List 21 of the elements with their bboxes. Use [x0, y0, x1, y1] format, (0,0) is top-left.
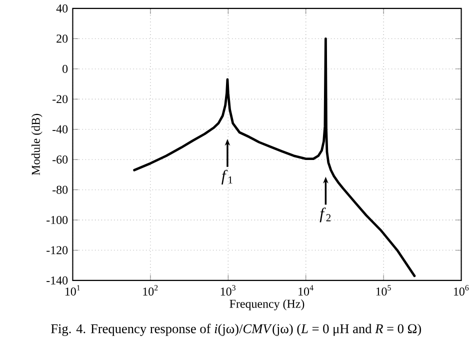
x-tick-label: 10$^{4}$ [298, 285, 314, 296]
x-tick-label: 10$^{5}$ [376, 285, 391, 296]
text: Fig. 4. Frequency response of i(jω)/CMV(jω) (L = 0 μH and R = 0 Ω) [51, 324, 422, 336]
x-tick-label: 10$^{2}$ [143, 285, 158, 296]
y-tick-label: -40 [52, 125, 68, 134]
y-tick-label: -20 [52, 94, 68, 104]
y-tick-label: -100 [46, 216, 68, 224]
annotation: f$_{2}$ [320, 207, 331, 222]
y-axis-title: Module (dB) [31, 114, 42, 176]
y-tick-label: 0 [62, 64, 68, 73]
y-tick-label: 20 [56, 34, 68, 43]
y-tick-label: -60 [52, 155, 68, 164]
x-tick-label: 10$^{1}$ [65, 285, 80, 296]
y-tick-label: -120 [46, 246, 68, 254]
x-tick-label: 10$^{3}$ [220, 285, 236, 296]
annotation: f$_{1}$ [222, 170, 232, 184]
x-tick-label: 10$^{6}$ [454, 285, 469, 296]
y-tick-label: -140 [46, 276, 68, 284]
y-tick-label: 40 [56, 4, 68, 12]
y-tick-label: -80 [52, 186, 68, 194]
x-axis-title: Frequency (Hz) [230, 299, 304, 310]
